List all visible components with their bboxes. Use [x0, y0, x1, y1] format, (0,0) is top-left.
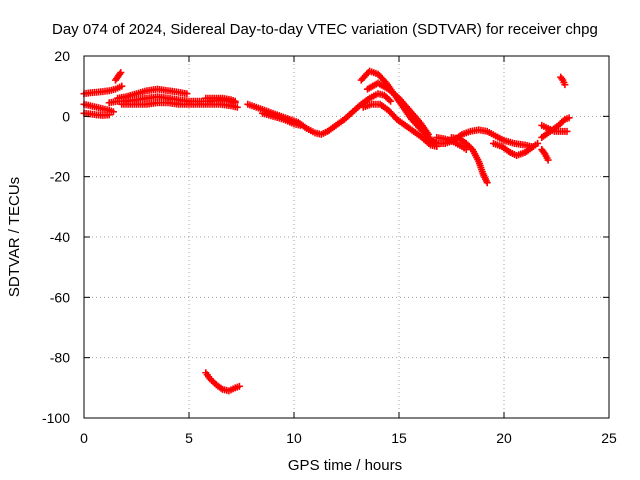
data-point [534, 139, 542, 147]
y-tick-label: -20 [50, 169, 70, 185]
y-tick-label: -40 [50, 229, 70, 245]
data-point [483, 179, 491, 187]
data-point [116, 70, 124, 78]
data-point [563, 127, 571, 135]
data-point [105, 111, 113, 119]
x-axis-label: GPS time / hours [288, 457, 402, 474]
series-track-2 [80, 100, 117, 116]
series-track-19 [538, 146, 552, 164]
chart-title: Day 074 of 2024, Sidereal Day-to-day VTE… [52, 21, 598, 38]
grid-layer [84, 56, 609, 418]
data-layer [80, 67, 573, 395]
data-point [540, 149, 548, 157]
series-track-10 [259, 109, 304, 129]
y-tick-label: -60 [50, 289, 70, 305]
y-tick-label: 20 [54, 48, 70, 64]
x-tick-label: 0 [80, 430, 88, 446]
y-axis-label: SDTVAR / TECUs [6, 177, 23, 297]
y-tick-label: 0 [62, 108, 70, 124]
x-tick-label: 5 [185, 430, 193, 446]
series-track-12 [359, 100, 441, 150]
y-tick-label: -100 [42, 410, 70, 426]
y-tick-label: -80 [50, 350, 70, 366]
data-point [387, 97, 395, 105]
series-track-13 [364, 79, 432, 138]
series-track-18 [538, 114, 573, 141]
series-track-15 [448, 133, 491, 187]
series-track-7 [118, 99, 241, 111]
x-tick-label: 20 [496, 430, 512, 446]
data-point [117, 69, 125, 77]
x-tick-label: 15 [391, 430, 407, 446]
series-track-21 [202, 369, 243, 395]
data-point [233, 103, 241, 111]
data-point [296, 121, 304, 129]
series-track-8 [202, 94, 239, 105]
series-track-6 [114, 85, 191, 102]
data-point [183, 90, 191, 98]
plot-frame [83, 55, 610, 419]
data-point [424, 130, 432, 138]
series-track-16 [490, 139, 542, 160]
data-point [433, 143, 441, 150]
x-tick-label: 10 [286, 430, 302, 446]
data-point [561, 81, 569, 89]
data-point [565, 114, 573, 122]
series-track-1 [80, 82, 126, 98]
series-track-4 [112, 69, 125, 84]
series-track-20 [557, 73, 569, 89]
data-point [109, 108, 117, 116]
x-tick-label: 25 [601, 430, 617, 446]
data-point [235, 382, 243, 390]
data-point [558, 75, 566, 83]
tick-layer: 0 5 10 15 20 25 20 0 -20 -40 -60 -80 -100 [42, 48, 617, 446]
data-point [231, 97, 239, 105]
data-point [544, 156, 552, 164]
data-point [118, 82, 126, 90]
